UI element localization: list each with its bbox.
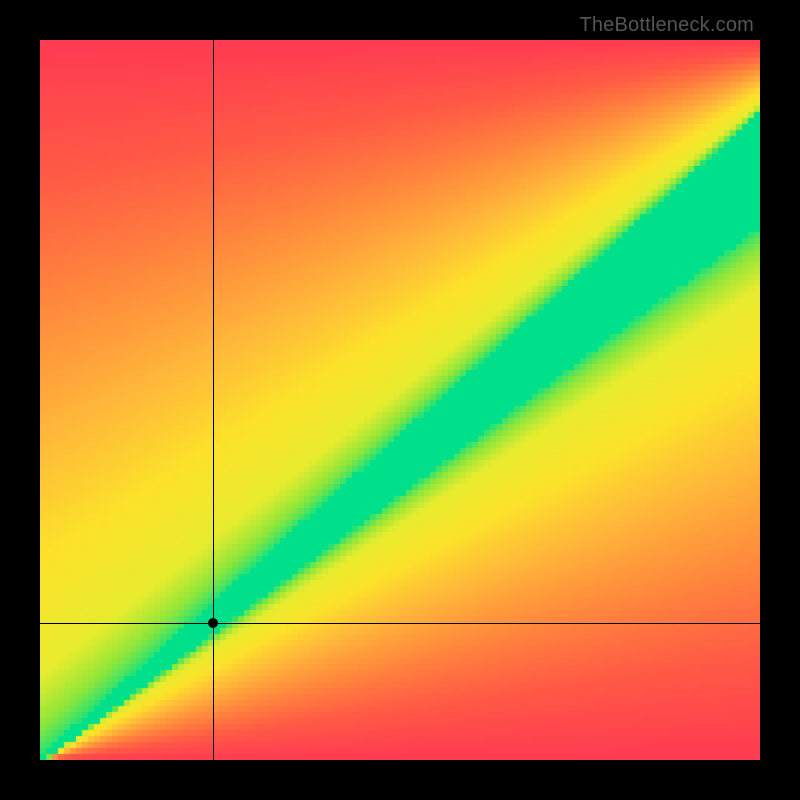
heatmap-canvas	[40, 40, 760, 760]
crosshair-vertical	[213, 40, 214, 760]
plot-area	[40, 40, 760, 760]
marker-dot	[208, 618, 218, 628]
crosshair-horizontal	[40, 623, 760, 624]
watermark-text: TheBottleneck.com	[579, 14, 754, 37]
outer-frame: TheBottleneck.com	[0, 0, 800, 800]
